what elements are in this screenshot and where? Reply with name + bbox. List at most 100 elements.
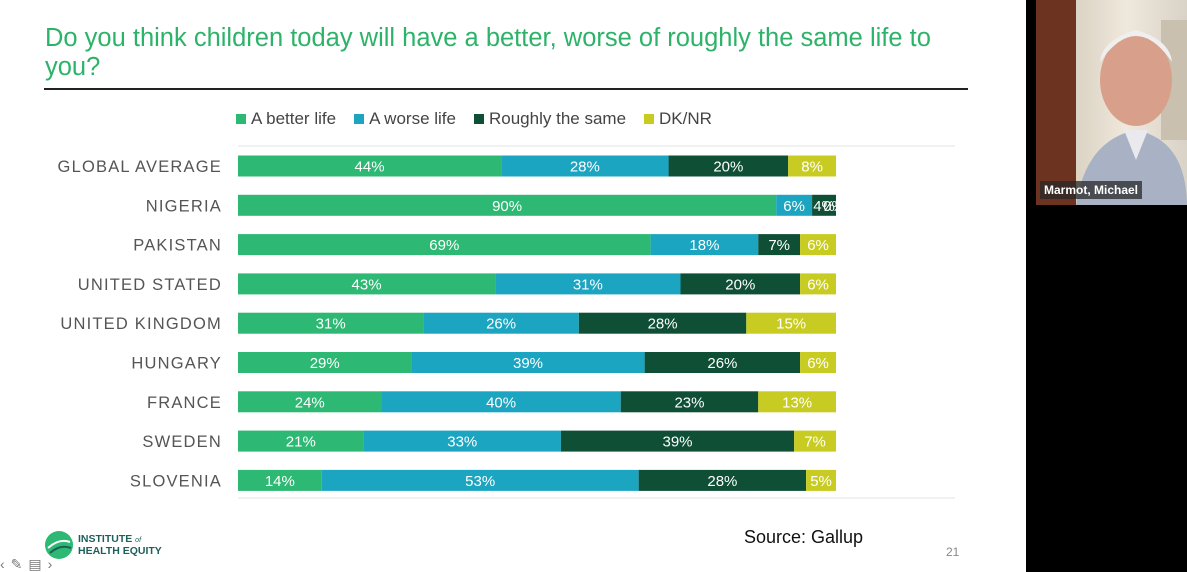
data-label: 39% — [663, 434, 693, 451]
bar-segment — [800, 273, 836, 295]
category-label: GLOBAL AVERAGE — [58, 158, 222, 176]
bar-segment — [423, 312, 579, 334]
data-label: 18% — [689, 237, 719, 254]
bar-segment — [238, 194, 777, 216]
data-label: 90% — [492, 198, 522, 215]
data-label: 28% — [707, 473, 737, 490]
data-label: 53% — [465, 473, 495, 490]
bar-segment — [238, 312, 424, 334]
bar-segment — [363, 430, 561, 452]
data-label: 39% — [513, 355, 543, 372]
data-label: 26% — [486, 316, 516, 333]
data-label: 6% — [783, 198, 805, 215]
bar-segment — [746, 312, 836, 334]
previous-slide-icon[interactable]: ‹ — [0, 556, 5, 572]
legend-item-worse: A worse life — [354, 109, 456, 129]
bar-segment — [650, 234, 759, 256]
data-label: 29% — [310, 355, 340, 372]
bar-segment — [238, 391, 382, 413]
pen-icon[interactable]: ✎ — [10, 556, 23, 572]
bar-segment — [238, 234, 651, 256]
logo-line2: HEALTH EQUITY — [78, 544, 162, 557]
bar-segment — [638, 469, 807, 491]
data-label: 31% — [573, 276, 603, 293]
bar-segment — [381, 391, 621, 413]
data-label: 69% — [429, 237, 459, 254]
bar-segment — [812, 194, 836, 216]
data-label: 15% — [776, 316, 806, 333]
category-label: NIGERIA — [146, 197, 222, 215]
bar-segment — [794, 430, 836, 452]
data-label: 6% — [807, 355, 829, 372]
bar-segment — [560, 430, 795, 452]
chart-legend: A better life A worse life Roughly the s… — [236, 109, 712, 129]
bar-segment — [321, 469, 639, 491]
data-label: 43% — [352, 276, 382, 293]
legend-swatch-worse — [354, 114, 365, 124]
data-label: 26% — [707, 355, 737, 372]
category-label: SWEDEN — [142, 433, 222, 451]
data-label: 7% — [804, 434, 826, 451]
bar-segment — [238, 430, 364, 452]
legend-label-same: Roughly the same — [489, 109, 627, 128]
bar-segment — [620, 391, 759, 413]
category-label: UNITED KINGDOM — [60, 315, 222, 333]
data-label: 20% — [713, 159, 743, 176]
category-label: UNITED STATED — [78, 276, 222, 294]
category-label: PAKISTAN — [133, 237, 222, 255]
bar-segment — [238, 352, 412, 373]
legend-label-dk: DK/NR — [659, 109, 712, 128]
source-caption: Source: Gallup — [744, 527, 864, 547]
next-slide-icon[interactable]: › — [47, 556, 53, 572]
video-tile[interactable] — [1036, 0, 1187, 205]
legend-label-worse: A worse life — [369, 109, 456, 128]
bar-segment — [495, 273, 681, 295]
bar-segment — [806, 469, 836, 491]
data-label: 6% — [807, 237, 829, 254]
presentation-slide: Do you think children today will have a … — [0, 0, 1026, 572]
bar-segment — [238, 155, 502, 177]
participant-name-label: Marmot, Michael — [1040, 181, 1143, 199]
data-label: 8% — [801, 159, 823, 176]
legend-swatch-better — [236, 114, 246, 124]
data-label: 40% — [486, 394, 516, 411]
data-label: 5% — [810, 473, 832, 490]
data-label: 24% — [295, 394, 325, 411]
legend-item-dk: DK/NR — [644, 109, 712, 129]
data-label: 33% — [447, 434, 477, 451]
data-label: 21% — [286, 434, 316, 451]
stacked-bar-chart: GLOBAL AVERAGE 44% 28% 20% 8% NIGERIA 90% 6% 4%0… — [58, 145, 955, 499]
title-divider — [44, 88, 968, 90]
bar-segment — [501, 155, 669, 177]
bar-segment — [238, 469, 322, 491]
participant-video-image — [1036, 0, 1187, 205]
data-label: 28% — [570, 159, 600, 176]
logo-emblem-icon — [45, 531, 73, 559]
slides-icon[interactable]: ▤ — [28, 556, 42, 572]
category-label: SLOVENIA — [130, 472, 222, 490]
data-label: 7% — [768, 237, 790, 254]
bar-segment — [758, 234, 801, 256]
data-label: 6% — [807, 276, 829, 293]
data-label: 20% — [725, 276, 755, 293]
bar-segment — [758, 391, 836, 413]
bar-segment — [776, 194, 813, 216]
legend-label-better: A better life — [251, 109, 337, 128]
bar-segment — [238, 273, 496, 295]
data-label: 4% — [813, 198, 835, 215]
bar-segment — [411, 352, 645, 373]
data-label: 13% — [782, 394, 812, 411]
bar-segment — [644, 352, 801, 373]
page-number: 21 — [946, 545, 960, 559]
slide-title: Do you think children today will have a … — [45, 24, 931, 81]
bar-segment — [578, 312, 747, 334]
bar-segment — [680, 273, 801, 295]
legend-item-same: Roughly the same — [474, 109, 626, 129]
bar-segment — [668, 155, 789, 177]
category-label: HUNGARY — [131, 355, 222, 373]
data-label: 0% — [823, 198, 845, 215]
data-label: 14% — [265, 473, 295, 490]
bar-segment — [788, 155, 836, 177]
bar-segment — [800, 234, 836, 256]
legend-swatch-dk — [644, 114, 655, 124]
